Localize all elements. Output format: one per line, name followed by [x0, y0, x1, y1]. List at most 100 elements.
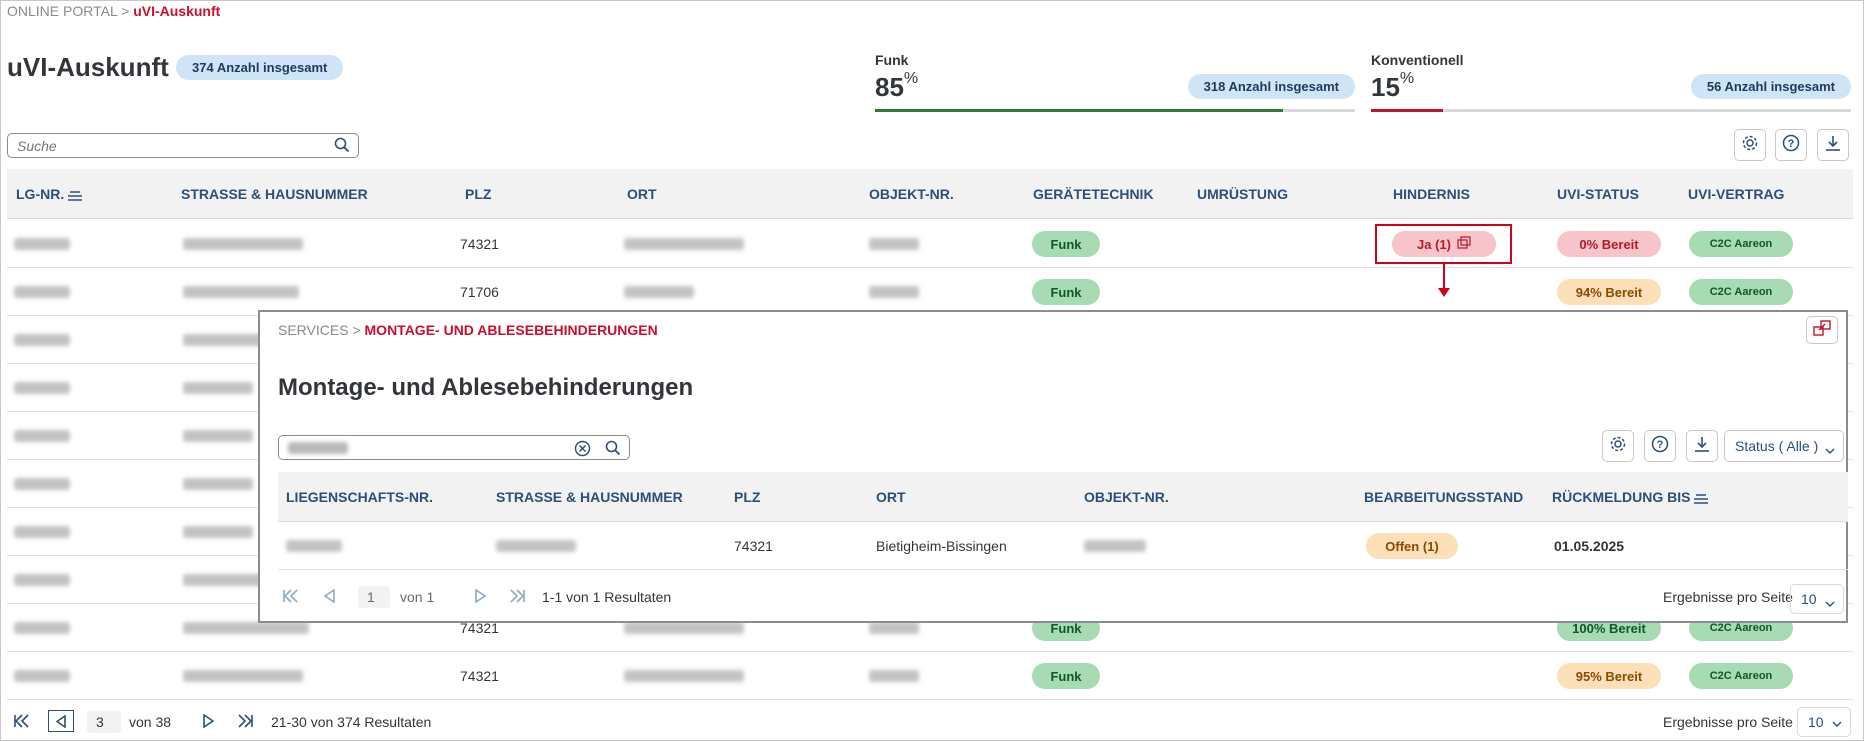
sort-icon[interactable] — [1694, 489, 1709, 505]
last-page-icon[interactable] — [238, 714, 254, 733]
column-header-uvi-vertrag[interactable]: UVI-VERTRAG — [1688, 186, 1785, 202]
download-button[interactable] — [1817, 129, 1849, 161]
sort-icon[interactable] — [68, 186, 83, 202]
panel-search-field[interactable] — [278, 435, 630, 460]
lg-nr-redacted — [14, 430, 70, 442]
gear-icon — [1741, 134, 1759, 157]
table-row[interactable]: 74321 Funk Ja (1) 0% Bereit C2C Aareon — [7, 220, 1853, 268]
table-row[interactable]: 71706 Funk 94% Bereit C2C Aareon — [7, 268, 1853, 316]
kpi-count-badge: 56 Anzahl insgesamt — [1690, 74, 1851, 99]
per-page-select[interactable]: 10 — [1790, 584, 1844, 614]
clear-icon[interactable] — [574, 440, 591, 462]
lg-nr-redacted — [14, 334, 70, 346]
search-field[interactable] — [7, 133, 359, 158]
panel-help-button[interactable]: ? — [1644, 430, 1676, 462]
objekt-nr-redacted — [869, 622, 919, 634]
column-header-plz[interactable]: PLZ — [465, 186, 492, 202]
column-header-plz[interactable]: PLZ — [734, 489, 761, 505]
kpi-progress-track — [1371, 109, 1851, 112]
panel-breadcrumb-root[interactable]: SERVICES — [278, 322, 349, 338]
column-header-label: LG-NR. — [16, 186, 65, 202]
next-page-icon[interactable] — [202, 713, 215, 733]
result-count: 1-1 von 1 Resultaten — [542, 589, 672, 605]
objekt-nr-redacted — [869, 670, 919, 682]
column-header-lg-nr[interactable]: LG-NR. — [16, 186, 83, 202]
column-header-rueckmeldung-bis[interactable]: RÜCKMELDUNG BIS — [1552, 489, 1709, 505]
per-page-label: Ergebnisse pro Seite — [1663, 714, 1793, 730]
table-row[interactable]: 74321 Bietigheim-Bissingen Offen (1) 01.… — [278, 522, 1848, 570]
plz-cell: 74321 — [460, 668, 499, 684]
kpi-konventionell: Konventionell 15% 56 Anzahl insgesamt — [1371, 52, 1851, 116]
chevron-down-icon — [1825, 442, 1835, 458]
per-page-label: Ergebnisse pro Seite — [1663, 589, 1793, 605]
column-header-ort[interactable]: ORT — [876, 489, 906, 505]
chevron-down-icon — [1832, 715, 1842, 731]
open-external-button[interactable] — [1806, 316, 1838, 344]
column-header-geraetetechnik[interactable]: GERÄTETECHNIK — [1033, 186, 1154, 202]
strasse-redacted — [183, 334, 281, 346]
lg-nr-redacted — [14, 574, 70, 586]
objekt-nr-redacted — [1084, 540, 1146, 552]
help-button[interactable]: ? — [1775, 129, 1807, 161]
strasse-redacted — [183, 574, 263, 586]
column-header-hindernis[interactable]: HINDERNIS — [1393, 186, 1471, 202]
lg-nr-redacted — [14, 526, 70, 538]
breadcrumb-root[interactable]: ONLINE PORTAL — [7, 3, 118, 19]
help-icon: ? — [1782, 134, 1800, 157]
download-icon — [1693, 435, 1711, 458]
last-page-icon[interactable] — [510, 589, 526, 608]
annotation-arrow-head — [1438, 288, 1450, 297]
search-input[interactable] — [8, 134, 308, 157]
column-header-strasse[interactable]: STRASSE & HAUSNUMMER — [181, 186, 368, 202]
page-number-input[interactable]: 3 — [87, 711, 121, 733]
kpi-label: Funk — [875, 52, 909, 68]
prev-page-icon[interactable] — [48, 710, 74, 732]
prev-page-icon[interactable] — [323, 588, 336, 608]
column-header-objekt-nr[interactable]: OBJEKT-NR. — [869, 186, 954, 202]
plz-cell: 71706 — [460, 284, 499, 300]
per-page-value: 10 — [1808, 714, 1824, 730]
page-of-label: von 38 — [129, 714, 172, 730]
geraetetechnik-badge: Funk — [1032, 231, 1100, 257]
svg-text:?: ? — [1657, 439, 1664, 451]
panel-settings-button[interactable] — [1602, 430, 1634, 462]
table-row[interactable]: 74321 Funk 95% Bereit C2C Aareon — [7, 652, 1853, 700]
page-number-input[interactable]: 1 — [358, 586, 390, 608]
lg-nr-redacted — [14, 286, 70, 298]
per-page-select[interactable]: 10 — [1797, 707, 1851, 737]
settings-button[interactable] — [1734, 129, 1766, 161]
column-header-liegenschafts-nr[interactable]: LIEGENSCHAFTS-NR. — [286, 489, 433, 505]
highlight-box — [1375, 224, 1512, 264]
column-header-objekt-nr[interactable]: OBJEKT-NR. — [1084, 489, 1169, 505]
next-page-icon[interactable] — [474, 588, 487, 608]
ort-redacted — [624, 286, 694, 298]
status-filter-select[interactable]: Status ( Alle ) — [1724, 430, 1844, 462]
uvi-vertrag-badge: C2C Aareon — [1689, 279, 1793, 305]
kpi-progress-fill — [875, 109, 1283, 112]
liegenschafts-nr-redacted — [286, 540, 342, 552]
kpi-progress-fill — [1371, 109, 1443, 112]
table-header: LG-NR. STRASSE & HAUSNUMMER PLZ ORT OBJE… — [7, 169, 1853, 219]
hindernis-label: Ja (1) — [1417, 236, 1451, 252]
column-header-umruestung[interactable]: UMRÜSTUNG — [1197, 186, 1288, 202]
first-page-icon[interactable] — [282, 589, 298, 608]
panel-table-header: LIEGENSCHAFTS-NR. STRASSE & HAUSNUMMER P… — [278, 472, 1848, 522]
column-header-bearbeitungsstand[interactable]: BEARBEITUNGSSTAND — [1364, 489, 1524, 505]
search-icon[interactable] — [334, 137, 350, 158]
ort-redacted — [624, 622, 744, 634]
lg-nr-redacted — [14, 238, 70, 250]
kpi-count-badge: 318 Anzahl insgesamt — [1187, 74, 1355, 99]
hindernis-badge[interactable]: Ja (1) — [1392, 231, 1496, 257]
column-header-uvi-status[interactable]: UVI-STATUS — [1557, 186, 1639, 202]
panel-search-value — [288, 442, 348, 454]
search-icon[interactable] — [605, 440, 621, 461]
gear-icon — [1609, 435, 1627, 458]
bearbeitungsstand-badge[interactable]: Offen (1) — [1366, 533, 1458, 559]
kpi-number: 85 — [875, 72, 904, 102]
panel-download-button[interactable] — [1686, 430, 1718, 462]
first-page-icon[interactable] — [13, 714, 29, 733]
column-header-ort[interactable]: ORT — [627, 186, 657, 202]
strasse-redacted — [183, 238, 303, 250]
page-title: uVI-Auskunft — [7, 52, 169, 82]
column-header-strasse[interactable]: STRASSE & HAUSNUMMER — [496, 489, 683, 505]
